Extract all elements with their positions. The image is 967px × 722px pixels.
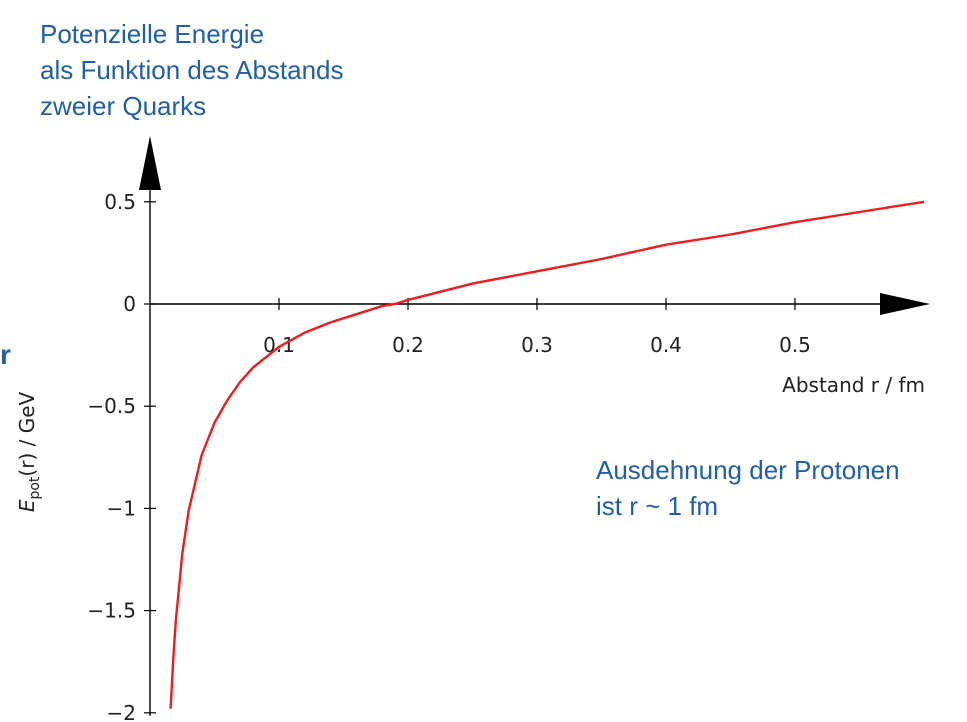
- title-line-3: zweier Quarks: [40, 91, 207, 121]
- y-tick-label-0: 0.5: [104, 190, 136, 214]
- x-tick-label-0.1: 0.1: [263, 333, 295, 357]
- y-tick-label-3: −1: [107, 496, 136, 520]
- x-axis-label: Abstand r / fm: [782, 373, 925, 397]
- x-tick-label-0.2: 0.2: [392, 333, 424, 357]
- potential-curve: [169, 200, 925, 709]
- y-axis-arrow: [139, 136, 161, 190]
- y-tick-label-5: −2: [107, 701, 136, 722]
- x-tick-label-0.4: 0.4: [650, 333, 682, 357]
- y-tick-label-4: −1.5: [87, 599, 136, 623]
- chart-title-block: Potenzielle Energie als Funktion des Abs…: [40, 16, 344, 124]
- x-tick-label-0.3: 0.3: [521, 333, 553, 357]
- x-tick-label-0.5: 0.5: [779, 333, 811, 357]
- proton-size-note: Ausdehnung der Protonen ist r ~ 1 fm: [596, 452, 900, 524]
- cut-off-edge-letter: r: [0, 339, 11, 370]
- title-line-2: als Funktion des Abstands: [40, 55, 344, 85]
- note-line-2: ist r ~ 1 fm: [596, 491, 719, 521]
- y-axis-label: Epot(r) / GeV: [15, 392, 43, 513]
- note-line-1: Ausdehnung der Protonen: [596, 455, 900, 485]
- tick-labels: 0.1 0.2 0.3 0.4 0.5 0.5 0 −0.5 −1 −1.5 −2: [87, 190, 810, 722]
- x-axis-arrow: [880, 293, 930, 315]
- y-tick-label-1: 0: [123, 292, 136, 316]
- axes: [139, 136, 930, 716]
- title-line-1: Potenzielle Energie: [40, 19, 265, 49]
- y-tick-label-2: −0.5: [87, 394, 136, 418]
